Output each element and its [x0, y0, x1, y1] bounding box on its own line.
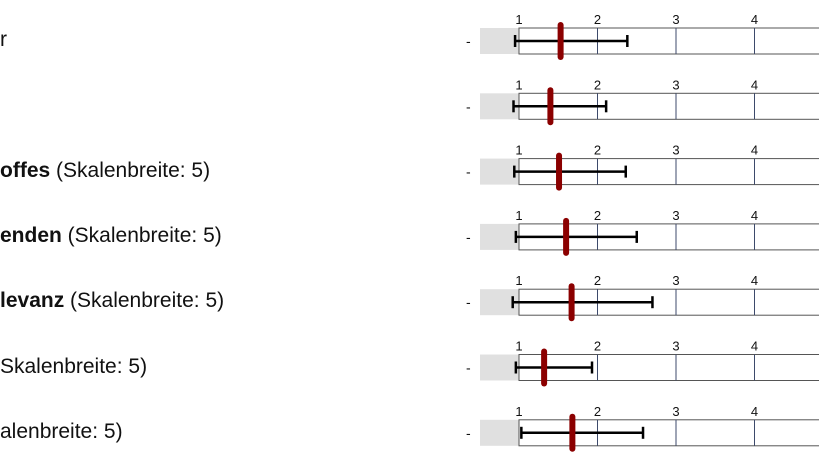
- item-label-bold: offes: [0, 158, 51, 182]
- item-label: r: [0, 28, 7, 52]
- x-tick-label: 3: [672, 143, 679, 158]
- below-scale-area: [480, 158, 519, 185]
- item-label: levanz (Skalenbreite: 5): [0, 289, 224, 313]
- below-scale-area: [480, 354, 519, 381]
- x-tick-label: 4: [751, 339, 758, 354]
- below-scale-area: [480, 28, 519, 54]
- item-label-text: (Skalenbreite: 5): [50, 158, 211, 182]
- x-tick-label: 3: [672, 404, 679, 419]
- item-label: Skalenbreite: 5): [0, 355, 147, 379]
- item-label-text: (Skalenbreite: 5): [61, 223, 222, 247]
- x-tick-label: 1: [515, 404, 522, 419]
- item-label: alenbreite: 5): [0, 420, 123, 444]
- dash-label: -: [466, 33, 471, 49]
- x-tick-label: 3: [672, 12, 679, 27]
- item-label: enden (Skalenbreite: 5): [0, 224, 222, 248]
- x-tick-label: 4: [751, 273, 758, 288]
- x-tick-label: 3: [672, 77, 679, 92]
- scale-box: [518, 419, 819, 447]
- x-tick-label: 4: [751, 12, 758, 27]
- item-label-bold: enden: [0, 223, 62, 247]
- item-label-text: r: [0, 28, 7, 51]
- below-scale-area: [480, 223, 519, 250]
- x-tick-label: 2: [594, 273, 601, 288]
- x-tick-label: 3: [672, 273, 679, 288]
- dash-label: -: [466, 360, 471, 376]
- x-tick-label: 2: [594, 143, 601, 158]
- x-tick-label: 2: [594, 339, 601, 354]
- x-tick-label: 2: [594, 77, 601, 92]
- item-label-bold: levanz: [0, 289, 65, 313]
- x-tick-label: 1: [515, 77, 522, 92]
- x-tick-label: 2: [594, 208, 601, 223]
- x-tick-label: 1: [515, 273, 522, 288]
- x-tick-label: 1: [515, 339, 522, 354]
- item-label-text: alenbreite: 5): [0, 419, 123, 443]
- x-tick-label: 4: [751, 404, 758, 419]
- x-tick-label: 4: [751, 77, 758, 92]
- x-tick-label: 1: [515, 12, 522, 27]
- item-label-text: Skalenbreite: 5): [0, 354, 148, 378]
- below-scale-area: [480, 419, 519, 446]
- x-tick-label: 4: [751, 208, 758, 223]
- item-label: offes (Skalenbreite: 5): [0, 159, 210, 183]
- x-tick-label: 3: [672, 339, 679, 354]
- x-tick-label: 3: [672, 208, 679, 223]
- dash-label: -: [466, 164, 471, 180]
- dash-label: -: [466, 294, 471, 310]
- dash-label: -: [466, 98, 471, 114]
- x-tick-label: 1: [515, 208, 522, 223]
- x-tick-label: 2: [594, 12, 601, 27]
- dash-label: -: [466, 229, 471, 245]
- x-tick-label: 2: [594, 404, 601, 419]
- item-label-text: (Skalenbreite: 5): [64, 289, 225, 313]
- dash-label: -: [466, 425, 471, 441]
- x-tick-label: 1: [515, 143, 522, 158]
- x-tick-label: 4: [751, 143, 758, 158]
